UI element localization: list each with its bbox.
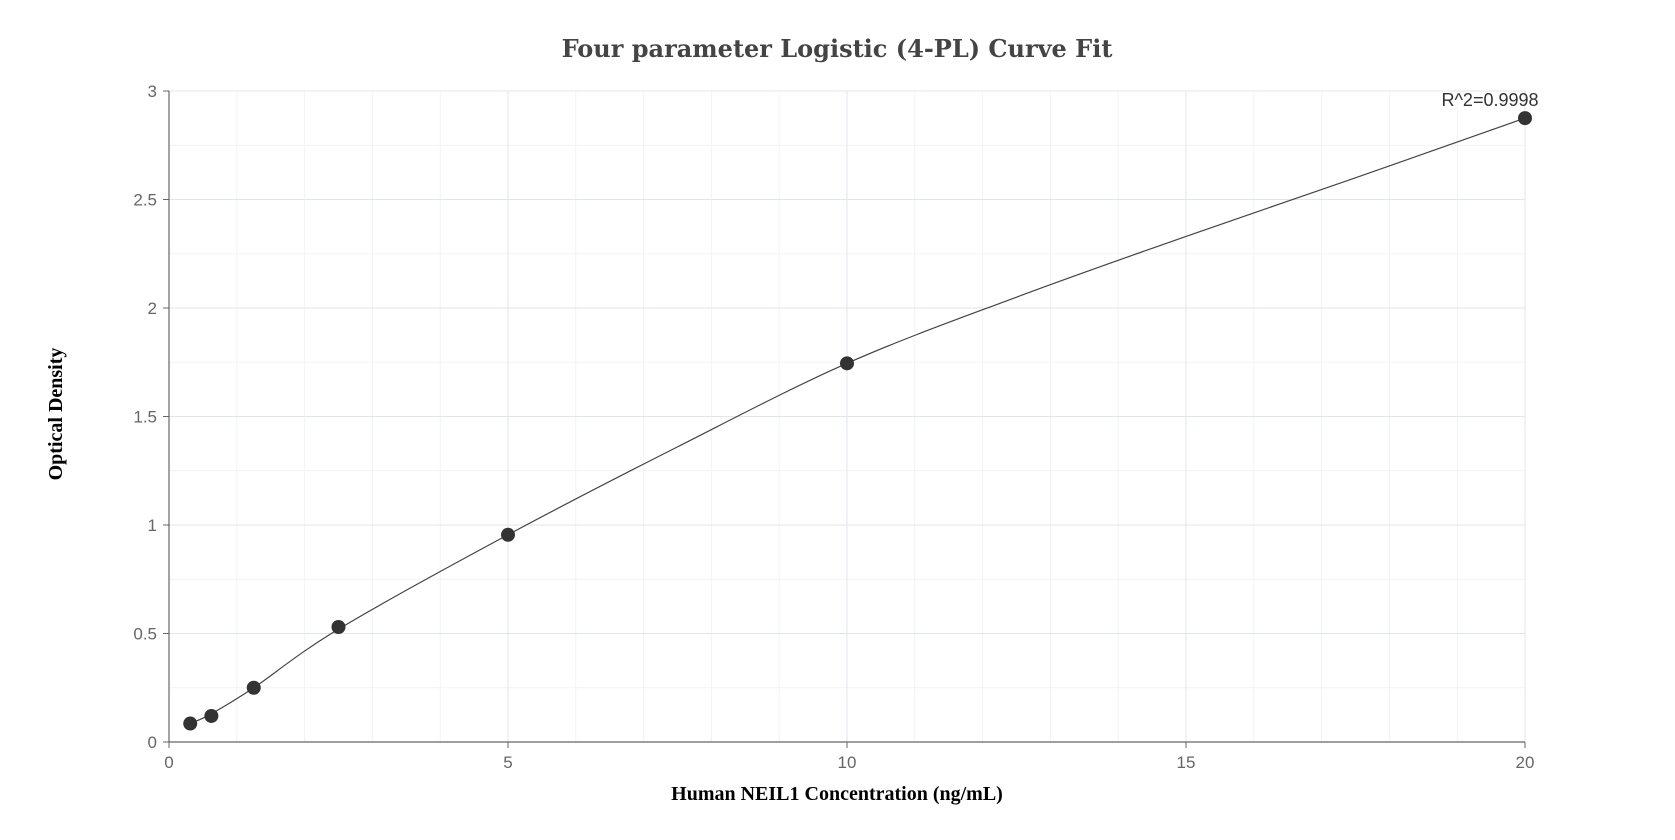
data-point (204, 708, 219, 723)
chart-title: Four parameter Logistic (4-PL) Curve Fit (562, 34, 1113, 63)
major-gridlines (169, 90, 1526, 742)
x-tick-label: 0 (164, 753, 173, 772)
y-tick-label: 0 (148, 733, 157, 752)
y-tick-label: 2 (148, 299, 157, 318)
x-axis-title: Human NEIL1 Concentration (ng/mL) (671, 783, 1003, 805)
y-axis-ticks: 0 0.5 1 1.5 2 2.5 3 (133, 82, 169, 752)
y-axis-title: Optical Density (45, 348, 67, 481)
data-point (1518, 111, 1532, 126)
x-tick-label: 20 (1516, 753, 1535, 772)
data-point (501, 527, 515, 542)
data-point (246, 680, 261, 695)
data-point (331, 619, 346, 634)
y-tick-label: 3 (148, 82, 157, 101)
y-tick-label: 0.5 (133, 625, 157, 644)
y-tick-label: 1 (148, 516, 157, 535)
y-tick-label: 2.5 (133, 191, 157, 210)
fit-curve-line (189, 117, 1526, 725)
data-points (183, 111, 1532, 731)
data-point (183, 716, 198, 731)
y-tick-label: 1.5 (133, 408, 157, 427)
data-point (840, 356, 854, 371)
x-tick-label: 15 (1177, 753, 1196, 772)
x-axis-ticks: 0 5 10 15 20 (164, 742, 1534, 772)
x-tick-label: 10 (838, 753, 857, 772)
r-squared-annotation: R^2=0.9998 (1441, 90, 1538, 110)
x-tick-label: 5 (503, 753, 512, 772)
